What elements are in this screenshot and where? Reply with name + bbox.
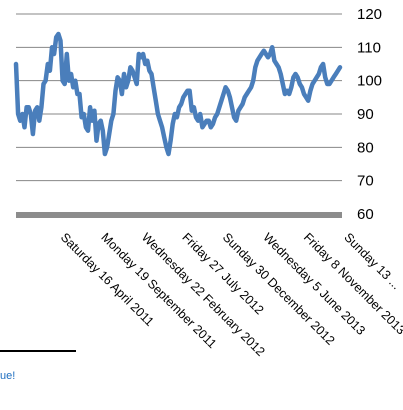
y-axis-ticks: 60 70 80 90 100 110 120 — [357, 6, 382, 223]
x-axis-baseline — [16, 212, 342, 218]
y-tick-label: 100 — [357, 73, 382, 90]
y-tick-label: 60 — [357, 206, 374, 223]
y-tick-label: 120 — [357, 6, 382, 23]
y-tick-label: 70 — [357, 173, 374, 190]
footer-text: ue! — [0, 370, 16, 382]
y-tick-label: 110 — [357, 39, 381, 56]
y-tick-label: 80 — [357, 139, 374, 156]
y-tick-label: 90 — [357, 106, 374, 123]
series-line — [13, 31, 343, 157]
series-layer — [13, 31, 343, 157]
footer-rule — [0, 350, 76, 352]
